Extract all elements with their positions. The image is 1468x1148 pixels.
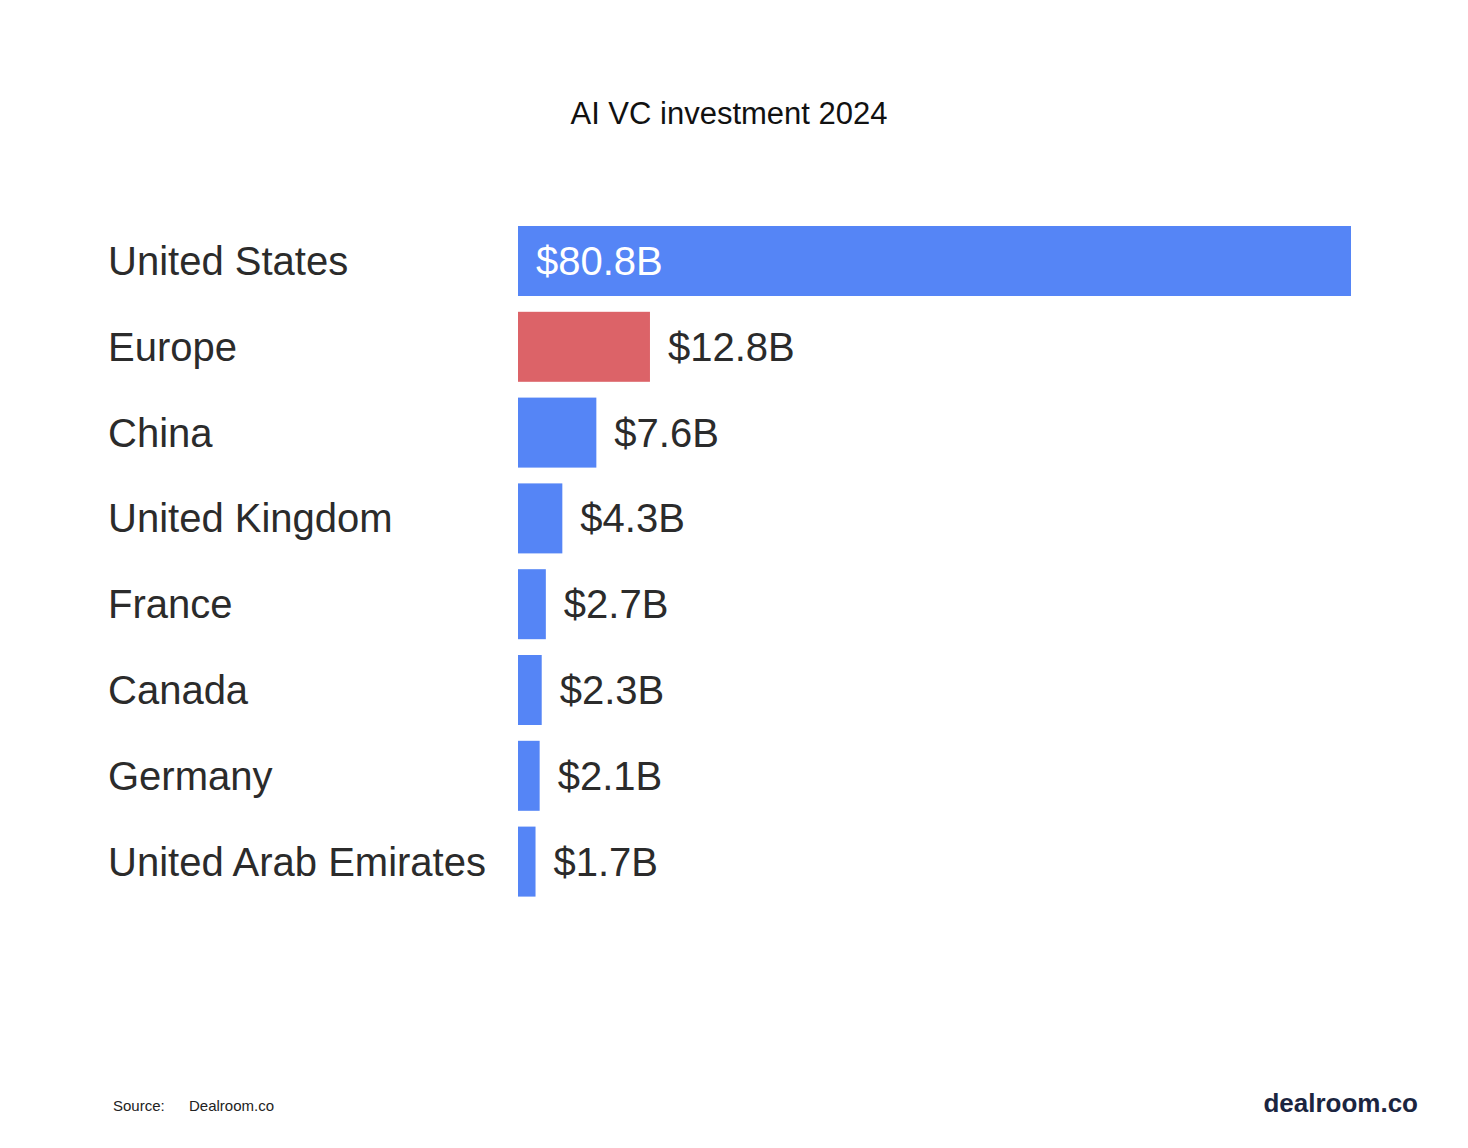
category-label: United States (108, 239, 348, 283)
data-label: $2.3B (560, 668, 665, 712)
data-label: $12.8B (668, 325, 795, 369)
brand-logo: dealroom.co (1263, 1088, 1418, 1118)
category-label: United Kingdom (108, 496, 393, 540)
data-label: $2.1B (558, 754, 663, 798)
bars (518, 226, 1351, 897)
bar (518, 226, 1351, 296)
bar (518, 483, 562, 553)
bar (518, 398, 596, 468)
bar (518, 741, 540, 811)
source: Dealroom.co (189, 1097, 274, 1114)
title: AI VC investment 2024 (570, 96, 887, 131)
source-label: Source: (113, 1097, 165, 1114)
data-label: $2.7B (564, 582, 669, 626)
category-label: France (108, 582, 233, 626)
category-label: Canada (108, 668, 249, 712)
category-label: China (108, 411, 213, 455)
bar (518, 655, 542, 725)
category-label: Germany (108, 754, 273, 798)
data-label: $80.8B (536, 239, 663, 283)
data-label: $4.3B (580, 496, 685, 540)
bar (518, 827, 536, 897)
labels: United States $80.8B Europe $12.8B China $7.6… (108, 239, 795, 884)
data-label: $1.7B (554, 840, 659, 884)
chart: AI VC investment 2024 United States $80.8B… (0, 0, 1468, 1148)
category-label: United Arab Emirates (108, 840, 486, 884)
bar (518, 569, 546, 639)
bar (518, 312, 650, 382)
data-label: $7.6B (614, 411, 719, 455)
category-label: Europe (108, 325, 237, 369)
